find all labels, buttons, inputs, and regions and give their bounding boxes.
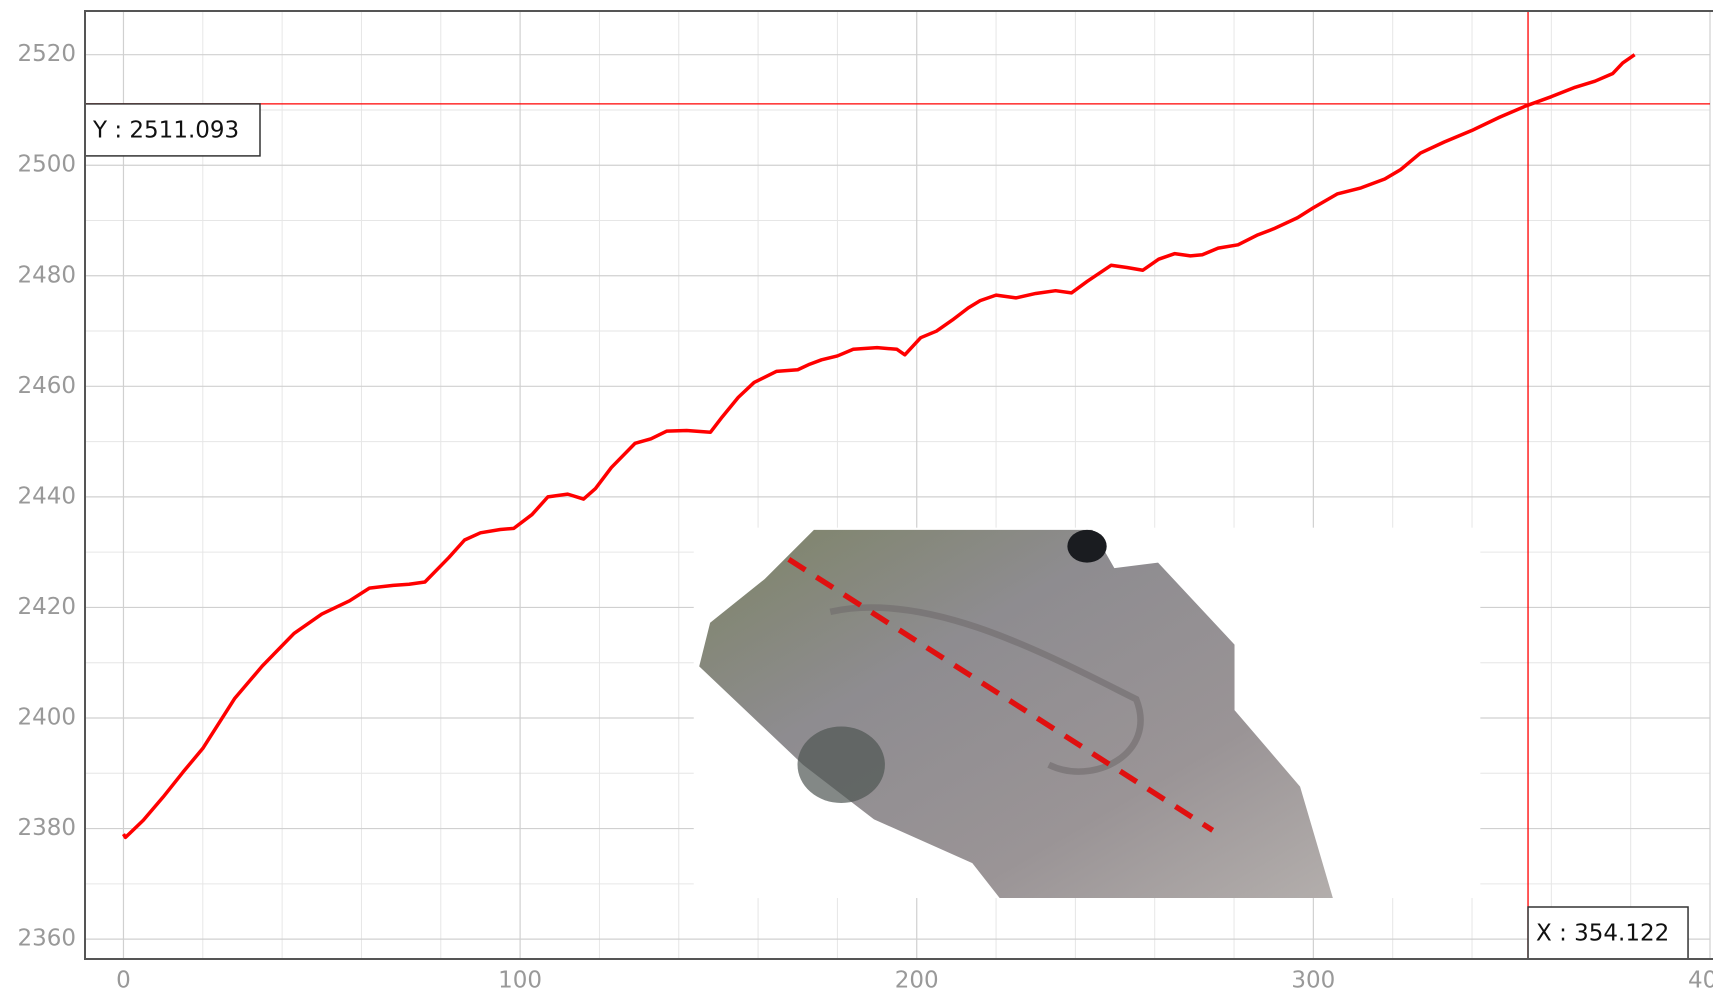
photo-ridge (829, 604, 1144, 775)
y-tick-label: 2400 (17, 704, 76, 730)
x-tick-label: 400 (1688, 968, 1713, 992)
crosshair-x-label: X : 354.122 (1536, 921, 1669, 947)
x-tick-label: 300 (1291, 968, 1335, 992)
plot: 0 100 200 300 400 2360 2380 2400 2420 2440 2460 248… (17, 11, 1713, 992)
photo-shadow (1067, 529, 1107, 563)
line-series (121, 53, 1636, 840)
profile-trace (787, 557, 1215, 833)
y-tick-label: 2360 (17, 926, 76, 952)
y-tick-label: 2480 (17, 262, 76, 288)
y-tick-label: 2380 (17, 815, 76, 841)
x-tick-label: 200 (895, 968, 939, 992)
aerial-inset (693, 527, 1481, 899)
plot-frame (84, 10, 1713, 960)
photo-shadow (797, 726, 885, 803)
y-tick-label: 2420 (17, 594, 76, 620)
x-tick-label: 100 (498, 968, 542, 992)
aerial-photo (699, 529, 1333, 899)
y-tick-label: 2500 (17, 152, 76, 178)
crosshair-x-box (1527, 906, 1689, 960)
y-tick-label: 2440 (17, 483, 76, 509)
y-tick-label: 2460 (17, 373, 76, 399)
crosshair-y-box (84, 103, 261, 157)
x-tick-label: 0 (116, 968, 131, 992)
crosshair-y-label: Y : 2511.093 (92, 117, 239, 143)
y-tick-label: 2520 (17, 41, 76, 67)
